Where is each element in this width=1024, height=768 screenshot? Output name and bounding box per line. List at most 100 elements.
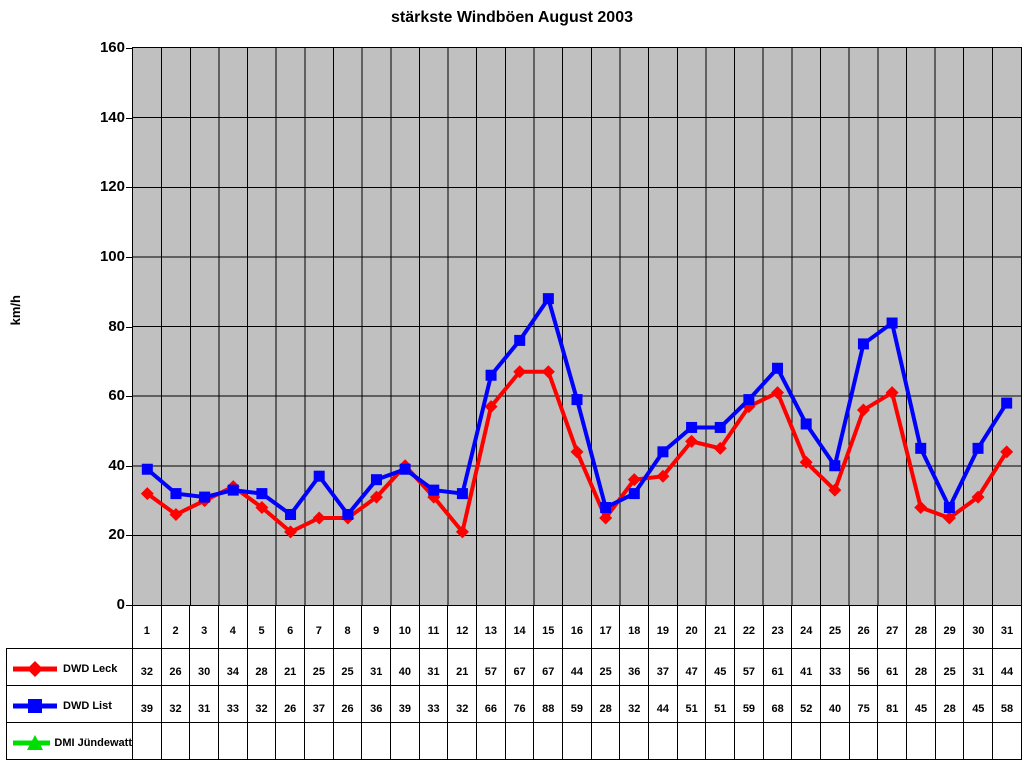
square-marker-icon xyxy=(542,293,554,305)
day-header-cell: 8 xyxy=(334,605,363,648)
day-header-cell: 23 xyxy=(764,605,793,648)
value-cell: 76 xyxy=(506,686,535,722)
day-header-cell: 12 xyxy=(448,605,478,648)
value-cell xyxy=(162,723,191,759)
value-cell: 58 xyxy=(993,686,1022,722)
value-cell: 31 xyxy=(964,649,994,685)
value-cell: 26 xyxy=(162,649,191,685)
value-cell xyxy=(936,723,965,759)
square-marker-icon xyxy=(313,470,325,482)
day-header-cell: 27 xyxy=(878,605,908,648)
day-header-row: 1 2 3 4 5 6 7 8 9 10 11 12 13 14 15 16 17 18 19 20 21 22 23 24 2… xyxy=(132,605,1022,648)
diamond-marker-icon xyxy=(828,483,842,497)
square-marker-icon xyxy=(256,488,268,500)
data-table: DWD Leck 32 26 30 34 28 21 25 25 31 40 31 21 57 67 67 44… xyxy=(6,648,1022,760)
value-cell: 30 xyxy=(190,649,220,685)
square-marker-icon xyxy=(199,491,211,503)
value-cell: 52 xyxy=(792,686,822,722)
day-header-cell: 15 xyxy=(534,605,564,648)
value-cell xyxy=(563,723,592,759)
diamond-marker-icon xyxy=(169,507,183,521)
value-cell: 44 xyxy=(649,686,678,722)
square-marker-icon xyxy=(857,338,869,350)
value-cell: 61 xyxy=(764,649,793,685)
day-header-cell: 9 xyxy=(362,605,392,648)
square-marker-icon xyxy=(714,421,726,433)
value-cell: 28 xyxy=(248,649,277,685)
diamond-marker-icon xyxy=(685,434,699,448)
square-marker-icon xyxy=(428,484,440,496)
value-cell xyxy=(477,723,506,759)
table-row-dmi-j-ndewatt: DMI Jündewatt xyxy=(6,722,1022,760)
square-marker-icon xyxy=(170,488,182,500)
value-cell: 59 xyxy=(735,686,764,722)
y-tick-label: 120 xyxy=(99,178,125,196)
chart-canvas xyxy=(133,48,1021,605)
value-cell xyxy=(964,723,994,759)
day-header-cell: 30 xyxy=(964,605,994,648)
y-tick-mark xyxy=(126,535,133,536)
day-header-cell: 7 xyxy=(305,605,334,648)
square-marker-icon xyxy=(886,317,898,329)
value-cell: 31 xyxy=(190,686,220,722)
y-tick-label: 0 xyxy=(116,596,125,613)
value-cell xyxy=(448,723,478,759)
value-cell: 67 xyxy=(506,649,535,685)
value-cell: 31 xyxy=(362,649,392,685)
day-header-cell: 24 xyxy=(792,605,822,648)
square-marker-icon xyxy=(141,463,153,475)
day-header-cell: 16 xyxy=(563,605,592,648)
legend-cell-dwd-list: DWD List xyxy=(6,686,133,722)
value-cell: 39 xyxy=(133,686,162,722)
value-cell: 39 xyxy=(391,686,420,722)
y-tick-label: 160 xyxy=(99,39,125,56)
value-cell: 51 xyxy=(678,686,707,722)
value-cell xyxy=(133,723,162,759)
legend-cell-dmi-j-ndewatt: DMI Jündewatt xyxy=(6,723,133,759)
value-cell: 33 xyxy=(420,686,449,722)
square-marker-icon xyxy=(399,463,411,475)
value-cell: 36 xyxy=(620,649,650,685)
day-header-cell: 21 xyxy=(706,605,736,648)
square-marker-icon xyxy=(600,502,612,514)
square-marker-icon xyxy=(514,334,526,346)
day-header-cell: 19 xyxy=(649,605,678,648)
value-cell: 36 xyxy=(362,686,392,722)
diamond-marker-icon xyxy=(713,441,727,455)
value-cell: 31 xyxy=(420,649,449,685)
y-tick-mark xyxy=(126,187,133,188)
value-cell: 28 xyxy=(592,686,621,722)
day-header-cell: 26 xyxy=(850,605,879,648)
legend-label: DWD Leck xyxy=(63,663,118,675)
chart-title: stärkste Windböen August 2003 xyxy=(391,9,633,26)
value-cell: 45 xyxy=(706,649,736,685)
square-marker-icon xyxy=(772,362,784,374)
day-header-cell: 2 xyxy=(162,605,191,648)
square-marker-icon xyxy=(743,394,755,406)
value-cell: 37 xyxy=(305,686,334,722)
value-cell: 47 xyxy=(678,649,707,685)
value-cell: 28 xyxy=(936,686,965,722)
value-cell xyxy=(276,723,306,759)
square-marker-icon xyxy=(28,699,42,713)
diamond-marker-icon xyxy=(255,501,269,515)
table-row-dwd-leck: DWD Leck 32 26 30 34 28 21 25 25 31 40 31 21 57 67 67 44… xyxy=(6,648,1022,685)
day-header-cell: 1 xyxy=(133,605,162,648)
value-cell: 25 xyxy=(592,649,621,685)
value-cell: 21 xyxy=(448,649,478,685)
value-cell: 45 xyxy=(907,686,936,722)
value-cell: 81 xyxy=(878,686,908,722)
diamond-marker-icon xyxy=(914,501,928,515)
plot-area xyxy=(132,47,1022,606)
square-marker-icon xyxy=(1001,397,1013,409)
diamond-marker-icon xyxy=(27,661,43,677)
value-cell xyxy=(248,723,277,759)
legend-label: DMI Jündewatt xyxy=(54,737,132,749)
value-cell xyxy=(391,723,420,759)
value-cell: 40 xyxy=(821,686,850,722)
diamond-marker-icon xyxy=(541,365,555,379)
value-cell xyxy=(792,723,822,759)
y-tick-mark xyxy=(126,396,133,397)
value-cell: 32 xyxy=(448,686,478,722)
